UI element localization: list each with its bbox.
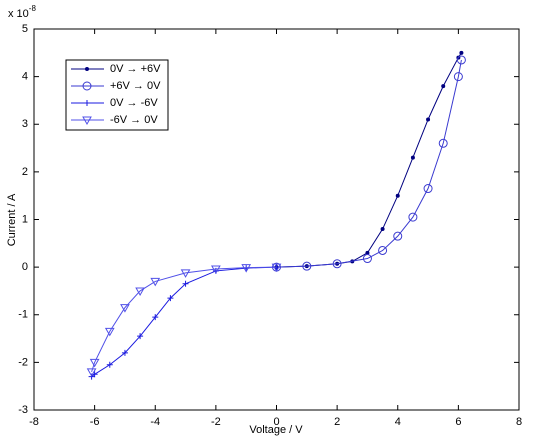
series-line xyxy=(276,52,462,268)
x-tick-label: -6 xyxy=(90,416,100,428)
marker xyxy=(393,231,403,241)
y-multiplier: x 10-8 xyxy=(8,4,36,20)
marker xyxy=(438,138,448,148)
marker xyxy=(180,269,191,278)
marker xyxy=(104,327,115,337)
y-tick-label: -2 xyxy=(18,356,28,368)
x-tick-label: -4 xyxy=(150,416,160,428)
y-tick-label: -3 xyxy=(18,404,28,416)
y-tick-label: -1 xyxy=(18,309,28,321)
y-tick-label: 1 xyxy=(22,213,28,225)
marker xyxy=(408,212,418,222)
marker xyxy=(423,184,433,194)
multiplier-exponent: -8 xyxy=(29,4,37,13)
marker xyxy=(365,250,370,255)
marker xyxy=(182,280,189,287)
y-tick-label: 3 xyxy=(22,118,28,130)
marker xyxy=(135,287,145,296)
marker xyxy=(395,193,400,198)
marker xyxy=(86,368,97,377)
marker xyxy=(120,304,130,313)
marker xyxy=(137,333,144,340)
marker xyxy=(441,84,446,89)
y-tick-label: 4 xyxy=(22,71,28,83)
y-axis-label: Current / A xyxy=(6,193,18,246)
legend-marker xyxy=(85,67,89,71)
legend-marker xyxy=(82,116,92,126)
marker xyxy=(410,155,415,160)
x-tick-label: 4 xyxy=(395,416,401,428)
x-tick-label: 0 xyxy=(273,416,279,428)
marker xyxy=(453,72,463,82)
marker xyxy=(241,264,252,273)
marker xyxy=(211,265,221,275)
marker xyxy=(89,358,100,368)
marker xyxy=(456,55,466,65)
x-tick-label: 2 xyxy=(334,416,340,428)
legend-box xyxy=(65,59,169,131)
marker xyxy=(302,261,312,271)
y-tick-label: 0 xyxy=(22,261,28,273)
marker xyxy=(150,277,161,287)
marker xyxy=(332,259,342,269)
y-tick-label: 2 xyxy=(22,166,28,178)
marker xyxy=(380,227,385,232)
marker xyxy=(378,245,388,255)
x-tick-label: -8 xyxy=(29,416,39,428)
legend-label: 0V → +6V xyxy=(110,63,161,75)
legend-label: 0V → -6V xyxy=(110,97,158,109)
marker xyxy=(271,263,282,273)
series-line xyxy=(276,59,462,268)
marker xyxy=(152,314,159,321)
series-line xyxy=(91,266,277,373)
marker xyxy=(106,361,113,368)
marker xyxy=(121,349,128,356)
x-tick-label: 6 xyxy=(455,416,461,428)
y-tick-label: 5 xyxy=(22,23,28,35)
legend-label: +6V → 0V xyxy=(110,80,161,92)
x-tick-label: -2 xyxy=(211,416,221,428)
x-tick-label: 8 xyxy=(516,416,522,428)
marker xyxy=(426,117,431,122)
x-axis-label: Voltage / V xyxy=(249,424,303,436)
multiplier-base: x 10 xyxy=(8,8,29,20)
legend-label: -6V → 0V xyxy=(110,114,158,126)
legend-marker xyxy=(82,81,92,91)
marker xyxy=(362,254,372,264)
legend-marker xyxy=(84,100,90,106)
marker xyxy=(459,50,464,55)
marker xyxy=(167,295,174,302)
